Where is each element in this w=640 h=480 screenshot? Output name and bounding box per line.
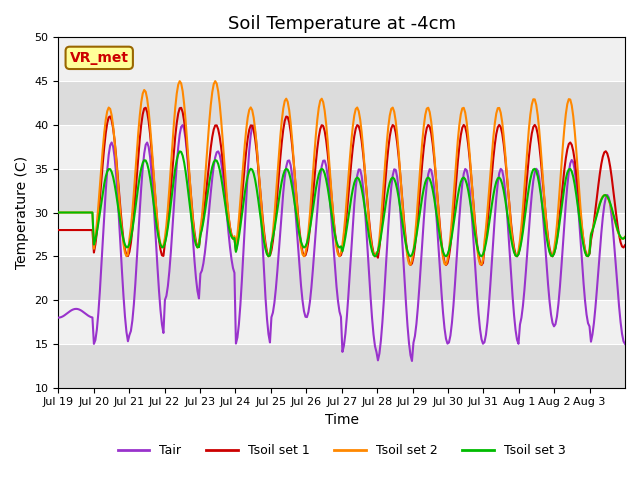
Bar [58, 256, 625, 300]
Bar [58, 169, 625, 213]
Bar [58, 81, 625, 125]
Text: VR_met: VR_met [70, 51, 129, 65]
Title: Soil Temperature at -4cm: Soil Temperature at -4cm [228, 15, 456, 33]
Y-axis label: Temperature (C): Temperature (C) [15, 156, 29, 269]
Bar [58, 344, 625, 388]
X-axis label: Time: Time [324, 413, 358, 427]
Legend: Tair, Tsoil set 1, Tsoil set 2, Tsoil set 3: Tair, Tsoil set 1, Tsoil set 2, Tsoil se… [113, 440, 570, 463]
